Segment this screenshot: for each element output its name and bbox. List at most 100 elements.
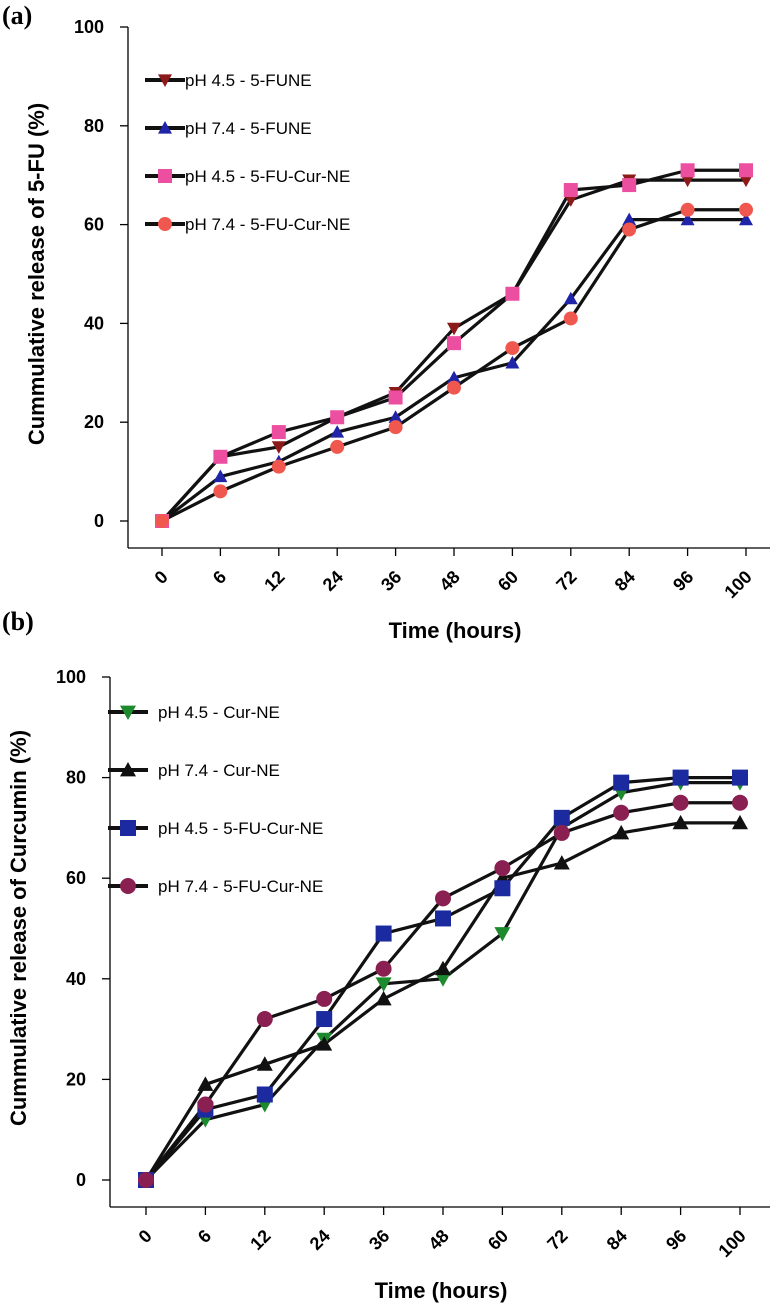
data-point-s2-24 [330,425,345,438]
data-point-s2-48 [435,960,451,976]
data-point-s3-60 [505,286,520,301]
data-point-s3-84 [613,774,630,791]
data-point-s4-96 [680,202,695,217]
data-point-s4-48 [435,890,451,907]
x-axis-title: Time (hours) [375,1278,508,1303]
data-point-s2-72 [553,855,570,870]
data-point-s1-12 [271,441,286,454]
data-point-s1-36 [375,977,392,992]
data-point-s2-60 [505,355,520,369]
data-point-s2-100 [739,212,753,226]
data-point-s3-100 [732,769,748,786]
legend-marker-4 [120,878,136,894]
x-tick-label: 6 [209,567,230,588]
data-point-s1-48 [447,322,461,336]
data-point-s1-72 [563,194,578,207]
x-tick-label: 24 [306,1226,334,1254]
y-tick-label: 100 [56,667,86,687]
data-point-s4-72 [563,311,578,326]
legend-label-2: pH 7.4 - 5-FUNE [185,119,312,138]
series-line-4 [144,801,740,1181]
data-point-s3-12 [271,425,286,440]
x-tick-label: 36 [377,567,405,595]
data-point-s4-0 [155,514,169,528]
y-tick-label: 20 [66,1069,86,1089]
data-point-s3-84 [622,178,637,193]
x-tick-label: 84 [603,1226,631,1254]
data-point-s4-100 [732,794,748,811]
data-point-s4-0 [138,1172,154,1188]
data-point-s3-72 [563,183,578,198]
y-tick-label: 80 [66,768,86,788]
data-point-s2-84 [613,824,630,840]
data-point-s3-60 [494,880,511,897]
x-tick-label: 6 [194,1226,215,1247]
data-point-s3-96 [672,769,689,786]
series-line-4 [161,208,746,523]
data-point-s3-96 [680,163,695,178]
data-point-s2-12 [256,1056,273,1071]
y-tick-label: 40 [66,969,86,989]
data-point-s3-48 [447,336,461,351]
y-tick-label: 40 [84,313,104,333]
data-point-s4-6 [197,1096,214,1113]
x-tick-label: 0 [151,567,172,588]
data-point-s3-6 [213,449,228,464]
data-point-s1-100 [739,174,753,188]
data-point-s4-96 [672,794,689,811]
legend-marker-1 [158,74,172,87]
data-point-s3-24 [330,410,345,425]
data-point-s3-12 [256,1086,273,1103]
legend-marker-3 [120,820,136,836]
data-point-s4-36 [375,960,392,977]
data-point-s3-36 [375,925,392,942]
data-point-s2-84 [622,212,637,226]
legend-marker-2 [120,762,136,777]
data-point-s1-60 [494,927,511,942]
x-tick-label: 60 [494,567,522,595]
x-tick-label: 100 [714,1226,749,1261]
legend-label-4: pH 7.4 - 5-FU-Cur-NE [158,877,323,896]
chart-a: 0 20 40 60 80 100 0 6 12 24 36 48 60 72 84 96 100 Time (h… [24,17,770,643]
panel-b-label: (b) [2,607,34,636]
x-tick-label: 72 [552,567,580,595]
data-point-s2-100 [732,814,748,830]
data-point-s2-96 [672,814,689,830]
y-axis-title: Cummulative release of Curcumin (%) [6,730,31,1126]
legend-label-3: pH 4.5 - 5-FU-Cur-NE [158,819,323,838]
data-point-s4-48 [447,380,461,395]
data-point-s4-24 [330,439,345,454]
data-point-s4-60 [505,341,520,356]
x-tick-label: 12 [260,567,288,595]
data-point-s4-100 [739,202,753,217]
data-point-s4-6 [213,484,228,499]
legend-marker-4 [158,217,172,231]
legend-label-1: pH 4.5 - 5-FUNE [185,71,312,90]
x-tick-label: 24 [319,567,347,595]
y-tick-label: 100 [74,17,104,37]
data-point-s3-24 [316,1011,333,1028]
data-point-s4-12 [271,459,286,474]
data-point-s1-96 [680,174,695,188]
legend-marker-3 [158,169,172,183]
y-tick-label: 20 [84,412,104,432]
legend-label-2: pH 7.4 - Cur-NE [158,761,280,780]
x-tick-label: 48 [436,567,464,595]
legend-label-4: pH 7.4 - 5-FU-Cur-NE [185,215,350,234]
legend-marker-2 [158,121,172,134]
x-tick-label: 60 [484,1226,512,1254]
legend-marker-1 [120,705,136,720]
x-tick-label: 84 [611,567,639,595]
data-point-s4-36 [388,420,403,435]
data-point-s4-60 [494,860,511,877]
x-tick-label: 72 [543,1226,571,1254]
data-point-s2-36 [375,990,392,1006]
data-point-s2-48 [447,370,461,384]
y-tick-label: 80 [84,116,104,136]
data-point-s2-6 [213,469,228,483]
series-line-2 [161,218,746,523]
data-point-s3-48 [435,910,451,927]
chart-b: 0 20 40 60 80 100 0 6 12 24 36 48 60 72 84 96 100 Time (h… [6,667,770,1303]
panel-a-label: (a) [2,1,32,30]
